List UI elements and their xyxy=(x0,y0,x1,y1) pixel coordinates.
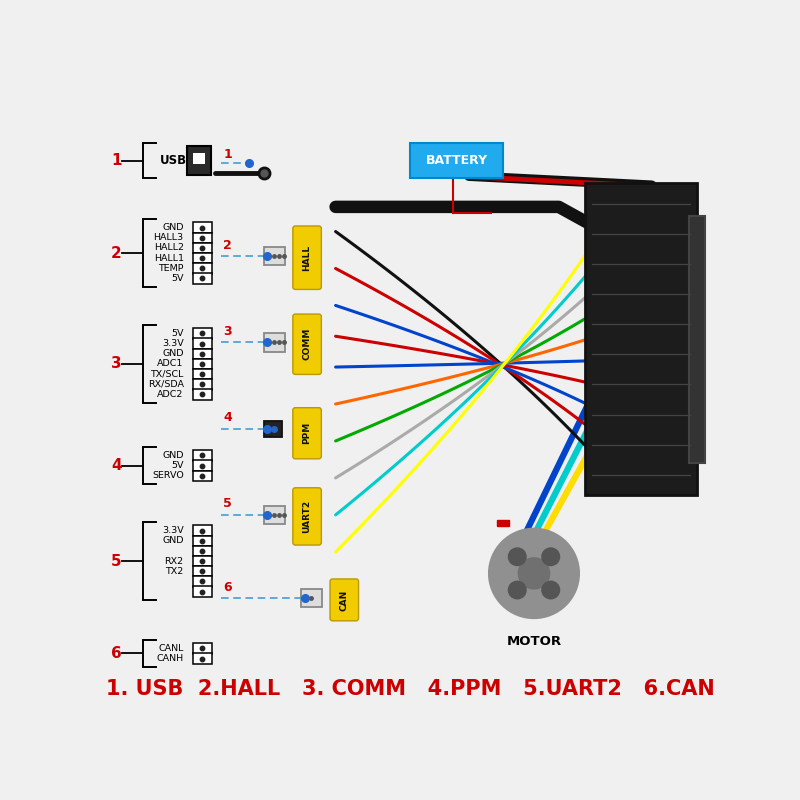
FancyBboxPatch shape xyxy=(193,643,211,654)
Text: GND: GND xyxy=(162,223,184,232)
Text: 3.3V: 3.3V xyxy=(162,339,184,348)
Circle shape xyxy=(542,548,559,566)
FancyBboxPatch shape xyxy=(193,586,211,597)
Text: 5V: 5V xyxy=(171,274,184,283)
Text: 5: 5 xyxy=(223,498,232,510)
Text: 1: 1 xyxy=(224,147,233,161)
Text: HALL2: HALL2 xyxy=(154,243,184,253)
FancyBboxPatch shape xyxy=(264,333,285,352)
FancyBboxPatch shape xyxy=(193,654,211,664)
FancyBboxPatch shape xyxy=(193,349,211,359)
FancyBboxPatch shape xyxy=(193,535,211,546)
Text: GND: GND xyxy=(162,451,184,460)
Text: 6: 6 xyxy=(111,646,122,661)
Text: 2: 2 xyxy=(223,238,232,252)
FancyBboxPatch shape xyxy=(187,146,211,175)
Text: UART2: UART2 xyxy=(302,500,311,533)
FancyBboxPatch shape xyxy=(193,153,206,164)
Text: 2: 2 xyxy=(111,246,122,261)
FancyBboxPatch shape xyxy=(410,143,503,178)
Circle shape xyxy=(490,529,578,618)
FancyBboxPatch shape xyxy=(301,589,322,607)
Text: CAN: CAN xyxy=(340,590,349,610)
FancyBboxPatch shape xyxy=(293,488,322,545)
FancyBboxPatch shape xyxy=(193,274,211,284)
FancyBboxPatch shape xyxy=(689,216,705,462)
FancyBboxPatch shape xyxy=(193,556,211,566)
Text: GND: GND xyxy=(162,350,184,358)
FancyBboxPatch shape xyxy=(193,379,211,390)
Text: COMM: COMM xyxy=(302,328,311,361)
Text: HALL1: HALL1 xyxy=(154,254,184,262)
Text: HALL3: HALL3 xyxy=(154,234,184,242)
FancyBboxPatch shape xyxy=(193,576,211,586)
Text: HALL: HALL xyxy=(302,245,311,270)
Text: USB: USB xyxy=(159,154,186,167)
FancyBboxPatch shape xyxy=(193,470,211,481)
Text: PPM: PPM xyxy=(302,422,311,444)
Text: 4: 4 xyxy=(111,458,122,473)
Text: MOTOR: MOTOR xyxy=(506,635,562,648)
FancyBboxPatch shape xyxy=(585,183,697,495)
FancyBboxPatch shape xyxy=(193,566,211,577)
Text: 5V: 5V xyxy=(171,329,184,338)
Text: BATTERY: BATTERY xyxy=(426,154,487,167)
Text: TX2: TX2 xyxy=(166,566,184,576)
Text: CANL: CANL xyxy=(158,644,184,653)
Circle shape xyxy=(542,582,559,598)
FancyBboxPatch shape xyxy=(193,263,211,274)
FancyBboxPatch shape xyxy=(293,408,322,459)
FancyBboxPatch shape xyxy=(264,421,282,437)
FancyBboxPatch shape xyxy=(193,369,211,379)
FancyBboxPatch shape xyxy=(193,358,211,369)
Text: 1. USB  2.HALL   3. COMM   4.PPM   5.UART2   6.CAN: 1. USB 2.HALL 3. COMM 4.PPM 5.UART2 6.CA… xyxy=(106,678,714,698)
Text: CANH: CANH xyxy=(157,654,184,663)
FancyBboxPatch shape xyxy=(193,460,211,471)
Text: RX2: RX2 xyxy=(165,557,184,566)
Text: 5: 5 xyxy=(111,554,122,569)
FancyBboxPatch shape xyxy=(193,450,211,461)
Text: TEMP: TEMP xyxy=(158,264,184,273)
FancyBboxPatch shape xyxy=(193,546,211,556)
Text: 3: 3 xyxy=(111,357,122,371)
FancyBboxPatch shape xyxy=(293,226,322,290)
Text: RX/SDA: RX/SDA xyxy=(148,380,184,389)
Text: ADC1: ADC1 xyxy=(158,359,184,369)
FancyBboxPatch shape xyxy=(293,314,322,374)
FancyBboxPatch shape xyxy=(193,390,211,400)
FancyBboxPatch shape xyxy=(264,506,285,524)
Text: 3: 3 xyxy=(223,325,232,338)
Text: 3.3V: 3.3V xyxy=(162,526,184,535)
FancyBboxPatch shape xyxy=(193,328,211,338)
Circle shape xyxy=(518,558,550,589)
FancyBboxPatch shape xyxy=(330,579,358,621)
FancyBboxPatch shape xyxy=(193,242,211,254)
FancyBboxPatch shape xyxy=(193,253,211,263)
Text: ADC2: ADC2 xyxy=(158,390,184,399)
FancyBboxPatch shape xyxy=(264,247,285,266)
FancyBboxPatch shape xyxy=(193,222,211,233)
FancyBboxPatch shape xyxy=(193,233,211,243)
FancyBboxPatch shape xyxy=(193,526,211,536)
FancyBboxPatch shape xyxy=(193,338,211,349)
Text: 6: 6 xyxy=(223,581,232,594)
Text: TX/SCL: TX/SCL xyxy=(150,370,184,378)
Text: GND: GND xyxy=(162,536,184,546)
Text: 1: 1 xyxy=(111,153,122,168)
Text: 5V: 5V xyxy=(171,461,184,470)
Circle shape xyxy=(509,548,526,566)
Text: SERVO: SERVO xyxy=(152,471,184,480)
Circle shape xyxy=(509,582,526,598)
Text: 4: 4 xyxy=(223,411,232,424)
